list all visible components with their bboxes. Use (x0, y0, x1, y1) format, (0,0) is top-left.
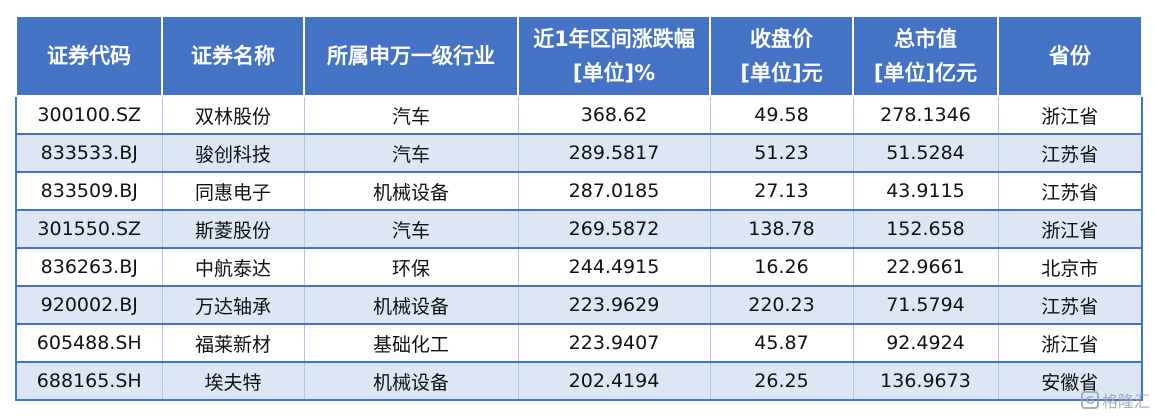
cell-province: 江苏省 (997, 134, 1143, 173)
cell-close: 27.13 (709, 172, 854, 211)
cell-code: 300100.SZ (15, 95, 163, 135)
table-row: 300100.SZ 双林股份 汽车 368.62 49.58 278.1346 … (15, 95, 1143, 135)
cell-name: 同惠电子 (161, 172, 305, 211)
cell-close: 51.23 (709, 134, 854, 173)
cell-province: 江苏省 (997, 172, 1143, 211)
cell-name: 福莱新材 (161, 324, 305, 363)
cell-code: 836263.BJ (15, 248, 163, 287)
cell-change: 368.62 (517, 95, 711, 135)
watermark: G 格隆汇 (1080, 388, 1150, 412)
cell-province: 浙江省 (997, 95, 1143, 135)
cell-province: 浙江省 (997, 210, 1143, 249)
cell-market-cap: 43.9115 (852, 172, 999, 211)
cell-name: 双林股份 (161, 95, 305, 135)
cell-industry: 汽车 (303, 95, 519, 135)
cell-close: 138.78 (709, 210, 854, 249)
header-close-price: 收盘价 [单位]元 (709, 15, 854, 97)
cell-industry: 汽车 (303, 134, 519, 173)
cell-close: 220.23 (709, 286, 854, 325)
cell-code: 301550.SZ (15, 210, 163, 249)
cell-industry: 机械设备 (303, 362, 519, 401)
cell-market-cap: 136.9673 (852, 362, 999, 401)
gelonghui-logo-icon: G (1080, 391, 1099, 409)
stock-table-container: 证券代码 证券名称 所属申万一级行业 近1年区间涨跌幅 [单位]% 收盘价 [单位]… (15, 15, 1143, 401)
cell-name: 中航泰达 (161, 248, 305, 287)
cell-industry: 汽车 (303, 210, 519, 249)
cell-name: 万达轴承 (161, 286, 305, 325)
table-row: 833533.BJ 骏创科技 汽车 289.5817 51.23 51.5284… (15, 134, 1143, 173)
cell-close: 26.25 (709, 362, 854, 401)
cell-close: 16.26 (709, 248, 854, 287)
cell-market-cap: 152.658 (852, 210, 999, 249)
cell-market-cap: 51.5284 (852, 134, 999, 173)
cell-industry: 机械设备 (303, 286, 519, 325)
table-row: 301550.SZ 斯菱股份 汽车 269.5872 138.78 152.65… (15, 210, 1143, 249)
header-row: 证券代码 证券名称 所属申万一级行业 近1年区间涨跌幅 [单位]% 收盘价 [单位]… (15, 15, 1143, 97)
cell-industry: 机械设备 (303, 172, 519, 211)
cell-close: 45.87 (709, 324, 854, 363)
cell-market-cap: 92.4924 (852, 324, 999, 363)
cell-code: 688165.SH (15, 362, 163, 401)
cell-code: 833533.BJ (15, 134, 163, 173)
cell-change: 287.0185 (517, 172, 711, 211)
cell-province: 江苏省 (997, 286, 1143, 325)
cell-market-cap: 71.5794 (852, 286, 999, 325)
cell-change: 244.4915 (517, 248, 711, 287)
cell-market-cap: 278.1346 (852, 95, 999, 135)
header-market-cap: 总市值 [单位]亿元 (852, 15, 999, 97)
cell-name: 骏创科技 (161, 134, 305, 173)
header-security-code: 证券代码 (15, 15, 163, 97)
cell-name: 埃夫特 (161, 362, 305, 401)
cell-close: 49.58 (709, 95, 854, 135)
header-security-name: 证券名称 (161, 15, 305, 97)
header-1y-change: 近1年区间涨跌幅 [单位]% (517, 15, 711, 97)
cell-change: 289.5817 (517, 134, 711, 173)
cell-change: 202.4194 (517, 362, 711, 401)
cell-province: 安徽省 (997, 362, 1143, 401)
cell-industry: 环保 (303, 248, 519, 287)
cell-change: 269.5872 (517, 210, 711, 249)
header-province: 省份 (997, 15, 1143, 97)
table-row: 920002.BJ 万达轴承 机械设备 223.9629 220.23 71.5… (15, 286, 1143, 325)
header-industry: 所属申万一级行业 (303, 15, 519, 97)
table-row: 605488.SH 福莱新材 基础化工 223.9407 45.87 92.49… (15, 324, 1143, 363)
cell-change: 223.9407 (517, 324, 711, 363)
cell-code: 605488.SH (15, 324, 163, 363)
cell-name: 斯菱股份 (161, 210, 305, 249)
cell-code: 833509.BJ (15, 172, 163, 211)
cell-province: 浙江省 (997, 324, 1143, 363)
stock-performance-table: 证券代码 证券名称 所属申万一级行业 近1年区间涨跌幅 [单位]% 收盘价 [单位]… (15, 15, 1143, 401)
table-row: 833509.BJ 同惠电子 机械设备 287.0185 27.13 43.91… (15, 172, 1143, 211)
watermark-text: 格隆汇 (1101, 392, 1150, 411)
cell-code: 920002.BJ (15, 286, 163, 325)
cell-industry: 基础化工 (303, 324, 519, 363)
cell-change: 223.9629 (517, 286, 711, 325)
cell-market-cap: 22.9661 (852, 248, 999, 287)
cell-province: 北京市 (997, 248, 1143, 287)
table-row: 836263.BJ 中航泰达 环保 244.4915 16.26 22.9661… (15, 248, 1143, 287)
table-row: 688165.SH 埃夫特 机械设备 202.4194 26.25 136.96… (15, 362, 1143, 401)
